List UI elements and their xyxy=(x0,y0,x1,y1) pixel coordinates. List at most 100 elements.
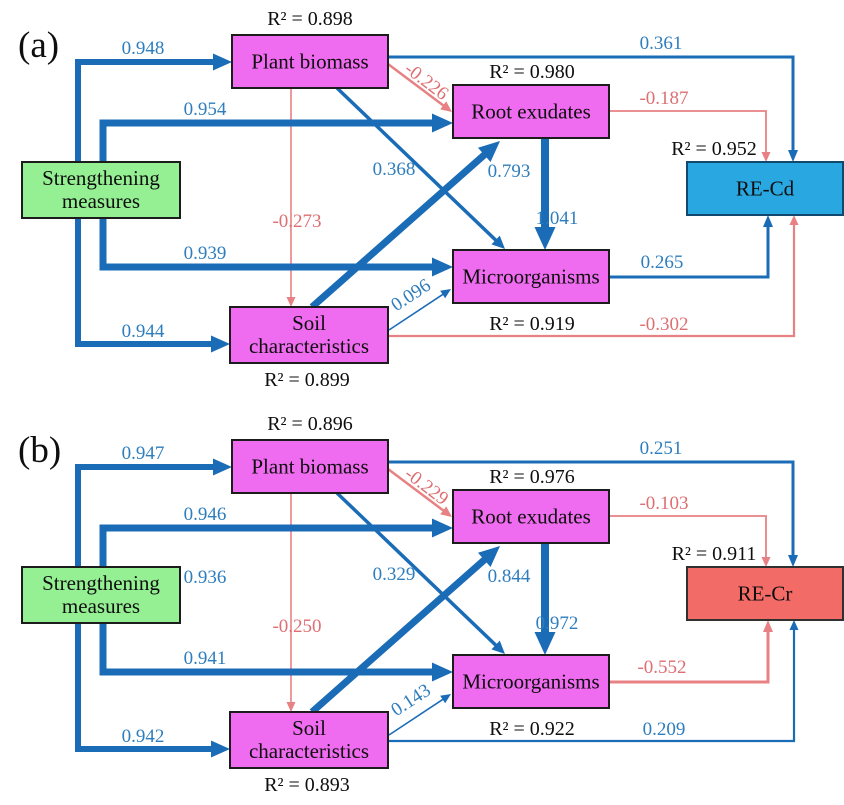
panel-a-edge-soil-micro-arrowhead-icon xyxy=(440,289,451,299)
panel-b-node-outcome-box xyxy=(686,566,844,621)
panel-b-edge-sm-soil-line xyxy=(75,623,219,752)
panel-b-edge-root-re-line xyxy=(609,515,767,561)
panel-a-edge-plant-root: -0.226 xyxy=(387,58,452,112)
panel-b-edge-sm-root-coefficient: 0.946 xyxy=(184,504,227,525)
panel-b-edge-plant-re-coefficient: 0.251 xyxy=(640,438,683,459)
panel-b-edge-sm-plant-arrowhead-icon xyxy=(213,458,232,476)
panel-b-edge-plant-root-arrowhead-icon xyxy=(440,506,452,517)
panel-a-edge-plant-soil-coefficient: -0.273 xyxy=(272,211,321,232)
panel-b-node-outcome-label: RE-Cr xyxy=(738,582,793,606)
panel-b-edge-sm-micro: 0.941 xyxy=(99,623,453,682)
panel-b-node-sm-label-line2: measures xyxy=(62,594,140,618)
panel-a-edge-plant-micro-arrowhead-icon xyxy=(491,235,505,249)
panel-b-edge-soil-micro-coefficient: 0.143 xyxy=(387,680,434,721)
panel-b-node-outcome: RE-Cr xyxy=(686,566,844,621)
panel-b-edge-plant-micro-arrowhead-icon xyxy=(491,640,505,654)
panel-b-edge-plant-re: 0.251 xyxy=(388,438,798,567)
panel-b-node-plant-label: Plant biomass xyxy=(251,455,368,479)
panel-a-node-root-box xyxy=(452,84,610,139)
panel-b-edge-plant-micro: 0.329 xyxy=(335,491,505,654)
panel-a-edge-soil-re-coefficient: -0.302 xyxy=(639,314,688,335)
panel-a-edge-plant-root-arrowhead-icon xyxy=(440,101,452,112)
panel-b-edge-root-micro-coefficient: 0.972 xyxy=(536,613,579,634)
panel-b-node-plant: Plant biomass xyxy=(231,439,389,494)
panel-a-node-micro: Microorganisms xyxy=(452,249,610,304)
panel-a-edge-sm-soil-arrowhead-icon xyxy=(211,335,230,353)
panel-a-node-sm-box xyxy=(21,161,181,219)
panel-b-edge-soil-root-line xyxy=(309,551,493,715)
panel-b-edge-sm-micro-coefficient: 0.941 xyxy=(184,648,227,669)
panel-b-edge-micro-re-line xyxy=(609,627,770,684)
panel-b-node-soil-label-line2: characteristics xyxy=(249,739,369,763)
panel-a-edge-plant-re-coefficient: 0.361 xyxy=(640,33,683,54)
panel-a-edge-micro-re-arrowhead-icon xyxy=(763,215,773,227)
panel-a-edge-sm-micro-line xyxy=(99,218,441,271)
panel-b-node-root: Root exudates xyxy=(452,489,610,544)
panel-b-edge-soil-micro-line xyxy=(388,696,447,736)
panel-b-node-sm-box xyxy=(21,566,181,624)
panel-a-edge-plant-micro: 0.368 xyxy=(335,86,505,249)
panel-a-node-soil-label-line1: Soil xyxy=(292,311,326,335)
panel-a-node-micro-box xyxy=(452,249,610,304)
panel-b-edge-plant-re-arrowhead-icon xyxy=(788,555,798,567)
panel-b-edge-sm-plant-line xyxy=(75,464,221,567)
panel-a-edge-sm-plant-line xyxy=(75,59,221,162)
panel-b-edge-root-re: -0.103 xyxy=(609,493,771,567)
panel-a-edge-root-re-coefficient: -0.187 xyxy=(639,88,688,109)
panel-b-edge-sm-micro-arrowhead-icon xyxy=(432,662,453,682)
panel-b-node-root-label: Root exudates xyxy=(471,505,591,529)
panel-a-node-outcome: RE-Cd xyxy=(686,161,844,216)
panel-a-node-root: Root exudates xyxy=(452,84,610,139)
panel-b-edge-plant-micro-coefficient: 0.329 xyxy=(373,564,416,585)
panel-b-path-sm-extra-coefficient: 0.936 xyxy=(184,567,227,588)
panel-b-edge-root-re-arrowhead-icon xyxy=(761,557,771,567)
panel-a-edge-sm-root: 0.954 xyxy=(99,99,453,162)
panel-a-letter: (a) xyxy=(18,25,59,66)
panel-a-edge-plant-re-line xyxy=(388,55,795,155)
panel-b-edge-plant-soil-arrowhead-icon xyxy=(286,702,296,712)
panel-b-edge-sm-micro-line xyxy=(99,623,441,676)
panel-a: -0.273 -0.226 -0.187 -0.302 0.265 0.948 0.954 0… xyxy=(18,8,844,391)
panel-a-edge-plant-soil-arrowhead-icon xyxy=(286,297,296,307)
panel-a-edge-soil-root-line xyxy=(309,146,493,310)
panel-b-edge-root-micro: 0.972 xyxy=(534,543,579,655)
panel-b-edge-micro-re-arrowhead-icon xyxy=(763,620,773,632)
panel-b-edge-sm-root-line xyxy=(99,524,441,567)
panel-a-edge-sm-root-coefficient: 0.954 xyxy=(184,99,227,120)
panel-b-edge-sm-plant-coefficient: 0.947 xyxy=(122,443,165,464)
panel-a-edge-soil-micro-line xyxy=(388,291,447,331)
panel-a-edge-micro-re: 0.265 xyxy=(609,215,773,279)
panel-b-node-plant-box xyxy=(231,439,389,494)
panel-b-edge-soil-re-arrowhead-icon xyxy=(789,620,799,630)
panel-a-edge-soil-re-arrowhead-icon xyxy=(789,215,799,225)
panel-a-edge-sm-plant-coefficient: 0.948 xyxy=(122,38,165,59)
panel-a-r2-outcome: R² = 0.952 xyxy=(671,138,757,160)
panel-a-node-plant: Plant biomass xyxy=(231,34,389,89)
panel-b-edge-plant-re-line xyxy=(388,460,795,560)
panel-b-r2-micro: R² = 0.922 xyxy=(489,718,575,740)
panel-b-edge-sm-root-arrowhead-icon xyxy=(432,518,453,538)
panel-a-node-sm-label-line2: measures xyxy=(62,189,140,213)
panel-b-edge-soil-micro: 0.143 xyxy=(387,680,451,736)
panel-a-node-outcome-label: RE-Cd xyxy=(736,177,795,201)
panel-a-edge-sm-micro-arrowhead-icon xyxy=(432,257,453,277)
panel-a-edge-sm-micro: 0.939 xyxy=(99,218,453,277)
panel-a-node-micro-label: Microorganisms xyxy=(462,265,599,289)
panel-a-edge-plant-re: 0.361 xyxy=(388,33,798,162)
panel-b-edge-root-re-coefficient: -0.103 xyxy=(639,493,688,514)
panel-b-letter: (b) xyxy=(18,430,61,471)
panel-a-edge-root-re-line xyxy=(609,110,767,156)
panel-b-r2-plant: R² = 0.896 xyxy=(267,413,353,435)
panel-a-edge-plant-re-arrowhead-icon xyxy=(788,150,798,162)
panel-b-node-soil-label-line1: Soil xyxy=(292,716,326,740)
panel-b-edge-sm-soil-coefficient: 0.942 xyxy=(122,726,165,747)
panel-b-r2-outcome: R² = 0.911 xyxy=(672,543,757,565)
panel-b-edge-soil-re-coefficient: 0.209 xyxy=(643,719,686,740)
panel-b-edge-plant-root: -0.229 xyxy=(387,463,452,517)
panel-b-edge-soil-micro-arrowhead-icon xyxy=(440,694,451,704)
